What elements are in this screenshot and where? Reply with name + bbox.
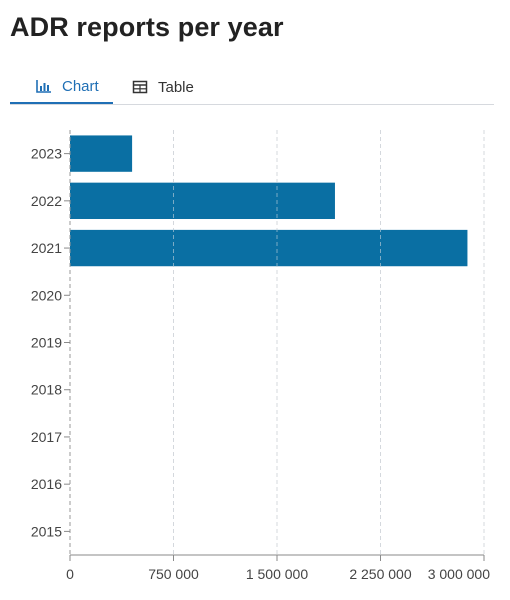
bar-chart: 2023 2022 2021 2020 2019 2018 2017 2016 2015 0 750… (31, 130, 490, 582)
x-tick-label: 750 000 (148, 566, 199, 582)
bar-2023[interactable] (70, 135, 133, 172)
tab-chart-label: Chart (62, 77, 99, 95)
axes: 2023 2022 2021 2020 2019 2018 2017 2016 2015 0 750… (31, 130, 490, 582)
tab-chart[interactable]: Chart (10, 70, 113, 104)
y-tick-label-2021: 2021 (31, 240, 62, 256)
x-tick-label: 2 250 000 (349, 566, 411, 582)
y-tick-label-2018: 2018 (31, 382, 62, 398)
y-tick-label-2017: 2017 (31, 429, 62, 445)
bar-2022[interactable] (70, 182, 335, 220)
x-tick-label: 3 000 000 (428, 566, 490, 582)
bars (70, 130, 485, 555)
y-tick-label-2019: 2019 (31, 335, 62, 351)
bar-chart-icon (36, 80, 51, 93)
y-tick-label-2016: 2016 (31, 476, 62, 492)
tab-table-label: Table (158, 78, 194, 96)
page-title: ADR reports per year (10, 12, 284, 42)
table-icon (132, 80, 148, 94)
tab-table[interactable]: Table (132, 70, 194, 104)
y-tick-label-2015: 2015 (31, 523, 62, 539)
x-tick-label: 1 500 000 (246, 566, 308, 582)
y-tick-label-2023: 2023 (31, 146, 62, 162)
bar-2021[interactable] (70, 229, 468, 267)
x-tick-label: 0 (66, 566, 74, 582)
view-tabs: Chart Table (10, 70, 494, 105)
y-tick-label-2020: 2020 (31, 287, 62, 303)
y-tick-label-2022: 2022 (31, 193, 62, 209)
